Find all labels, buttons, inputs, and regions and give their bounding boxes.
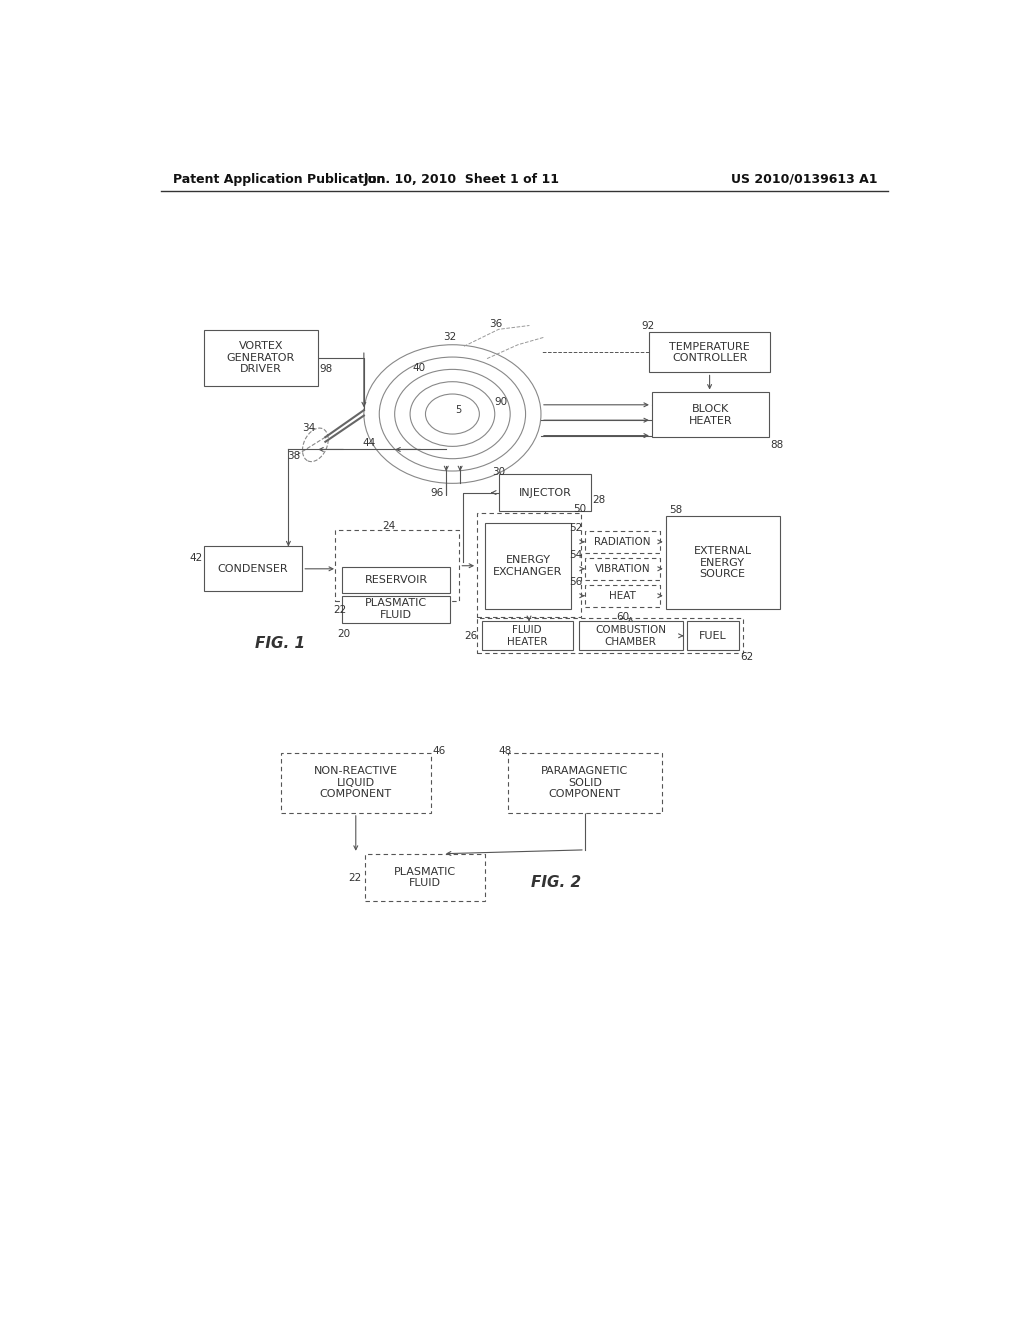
Text: 42: 42 xyxy=(189,553,203,564)
Text: Jun. 10, 2010  Sheet 1 of 11: Jun. 10, 2010 Sheet 1 of 11 xyxy=(364,173,560,186)
Bar xyxy=(484,523,571,609)
Text: 38: 38 xyxy=(287,451,300,462)
Text: 32: 32 xyxy=(443,333,457,342)
Text: TEMPERATURE
CONTROLLER: TEMPERATURE CONTROLLER xyxy=(670,342,750,363)
Text: 28: 28 xyxy=(593,495,606,504)
Bar xyxy=(585,558,660,579)
Bar xyxy=(585,585,660,607)
Text: 62: 62 xyxy=(740,652,754,661)
Text: 90: 90 xyxy=(495,397,508,408)
Bar xyxy=(204,546,302,591)
Text: US 2010/0139613 A1: US 2010/0139613 A1 xyxy=(731,173,878,186)
Text: EXTERNAL
ENERGY
SOURCE: EXTERNAL ENERGY SOURCE xyxy=(693,546,752,579)
Text: NON-REACTIVE
LIQUID
COMPONENT: NON-REACTIVE LIQUID COMPONENT xyxy=(313,767,397,800)
Text: 36: 36 xyxy=(489,319,503,329)
Text: FIG. 1: FIG. 1 xyxy=(255,636,305,651)
Bar xyxy=(666,516,779,609)
Text: FUEL: FUEL xyxy=(698,631,727,640)
Text: 24: 24 xyxy=(383,520,396,531)
Text: 88: 88 xyxy=(770,440,783,450)
Bar xyxy=(342,566,451,594)
Text: 44: 44 xyxy=(362,438,376,449)
Text: 98: 98 xyxy=(319,363,333,374)
Text: 96: 96 xyxy=(431,488,444,499)
Text: HEAT: HEAT xyxy=(609,591,636,601)
Text: PARAMAGNETIC
SOLID
COMPONENT: PARAMAGNETIC SOLID COMPONENT xyxy=(542,767,629,800)
Bar xyxy=(579,622,683,651)
Text: VORTEX
GENERATOR
DRIVER: VORTEX GENERATOR DRIVER xyxy=(226,342,295,375)
Bar xyxy=(335,531,460,601)
Text: 56: 56 xyxy=(569,577,583,587)
Bar xyxy=(652,392,769,437)
Bar xyxy=(481,622,572,651)
Text: 30: 30 xyxy=(493,467,506,477)
Text: BLOCK
HEATER: BLOCK HEATER xyxy=(688,404,732,425)
Text: 22: 22 xyxy=(333,606,346,615)
Bar xyxy=(477,512,581,616)
Bar xyxy=(477,618,742,653)
Text: 34: 34 xyxy=(302,422,315,433)
Text: 92: 92 xyxy=(641,321,654,331)
Bar xyxy=(508,752,662,813)
Bar xyxy=(366,854,484,902)
Text: RADIATION: RADIATION xyxy=(594,537,651,546)
Bar xyxy=(686,622,739,651)
Text: ENERGY
EXCHANGER: ENERGY EXCHANGER xyxy=(494,554,562,577)
Bar xyxy=(499,474,591,511)
Text: 50: 50 xyxy=(573,504,587,513)
Text: 54: 54 xyxy=(569,550,583,560)
Text: 40: 40 xyxy=(413,363,426,372)
Text: 60: 60 xyxy=(616,612,630,622)
Bar xyxy=(281,752,431,813)
Text: FIG. 2: FIG. 2 xyxy=(531,875,581,890)
Text: INJECTOR: INJECTOR xyxy=(518,487,571,498)
Text: 22: 22 xyxy=(348,873,361,883)
Bar xyxy=(342,595,451,623)
Bar xyxy=(649,333,770,372)
Text: 5: 5 xyxy=(455,405,461,416)
Text: 48: 48 xyxy=(499,746,512,756)
Text: CONDENSER: CONDENSER xyxy=(218,564,289,574)
Text: 52: 52 xyxy=(569,523,583,533)
Text: FLUID
HEATER: FLUID HEATER xyxy=(507,624,548,647)
Text: 46: 46 xyxy=(432,746,445,756)
Text: VIBRATION: VIBRATION xyxy=(595,564,650,574)
Bar xyxy=(204,330,317,385)
Text: 20: 20 xyxy=(337,630,350,639)
Text: 58: 58 xyxy=(670,506,683,515)
Text: Patent Application Publication: Patent Application Publication xyxy=(173,173,385,186)
Text: PLASMATIC
FLUID: PLASMATIC FLUID xyxy=(366,598,427,620)
Text: 26: 26 xyxy=(465,631,478,640)
Text: PLASMATIC
FLUID: PLASMATIC FLUID xyxy=(394,867,456,888)
Text: RESERVOIR: RESERVOIR xyxy=(365,576,428,585)
Text: COMBUSTION
CHAMBER: COMBUSTION CHAMBER xyxy=(595,624,667,647)
Bar xyxy=(585,531,660,553)
